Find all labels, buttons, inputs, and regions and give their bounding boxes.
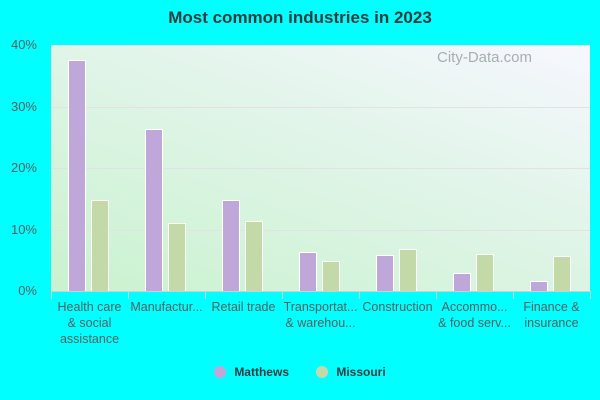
gridline — [51, 168, 590, 169]
x-tick-label: Finance & insurance — [523, 300, 580, 330]
y-tick-label: 0% — [18, 283, 37, 298]
gridline — [51, 106, 590, 108]
bar-missouri[interactable] — [476, 253, 494, 291]
x-tick-label: Retail trade — [211, 300, 276, 314]
bar-missouri[interactable] — [399, 249, 417, 291]
legend-label: Matthews — [234, 365, 289, 379]
legend-item-missouri[interactable]: Missouri — [316, 365, 386, 379]
watermark: City-Data.com — [437, 49, 533, 66]
bar-matthews[interactable] — [145, 128, 163, 291]
matthews-swatch-icon — [214, 366, 227, 378]
y-tick-label: 40% — [10, 37, 37, 52]
bar-matthews[interactable] — [299, 252, 317, 291]
bar-matthews[interactable] — [376, 255, 394, 291]
legend-label: Missouri — [336, 365, 386, 379]
x-axis — [51, 291, 590, 292]
y-tick-label: 30% — [10, 98, 37, 114]
missouri-swatch-icon — [316, 366, 329, 378]
bar-matthews[interactable] — [68, 60, 86, 291]
bar-missouri[interactable] — [91, 199, 109, 291]
x-tick — [359, 291, 360, 299]
x-tick-label: Manufactur... — [130, 300, 203, 314]
y-tick-label: 20% — [10, 160, 37, 175]
bar-missouri[interactable] — [322, 261, 340, 291]
y-tick-label: 10% — [10, 221, 37, 237]
gridline — [51, 229, 590, 231]
x-tick — [205, 291, 206, 299]
bar-matthews[interactable] — [530, 281, 548, 291]
x-tick-label: Health care & social assistance — [57, 300, 122, 346]
x-tick — [436, 291, 437, 299]
gridline — [51, 45, 590, 46]
plot-area: City-Data.com — [51, 45, 590, 291]
legend: Matthews Missouri — [0, 365, 600, 381]
bar-missouri[interactable] — [553, 255, 571, 291]
bar-missouri[interactable] — [245, 220, 263, 291]
bar-matthews[interactable] — [222, 199, 240, 291]
chart-title: Most common industries in 2023 — [168, 8, 432, 27]
bar-matthews[interactable] — [453, 272, 471, 291]
x-tick-label: Accommo... & food serv... — [438, 300, 511, 330]
x-tick — [590, 291, 591, 299]
x-tick — [128, 291, 129, 299]
legend-item-matthews[interactable]: Matthews — [214, 365, 289, 379]
x-tick — [51, 291, 52, 299]
x-tick — [513, 291, 514, 299]
bar-missouri[interactable] — [168, 223, 186, 291]
x-tick-label: Construction — [362, 300, 433, 314]
x-tick — [282, 291, 283, 299]
x-tick-label: Transportat... & warehou... — [283, 300, 358, 330]
